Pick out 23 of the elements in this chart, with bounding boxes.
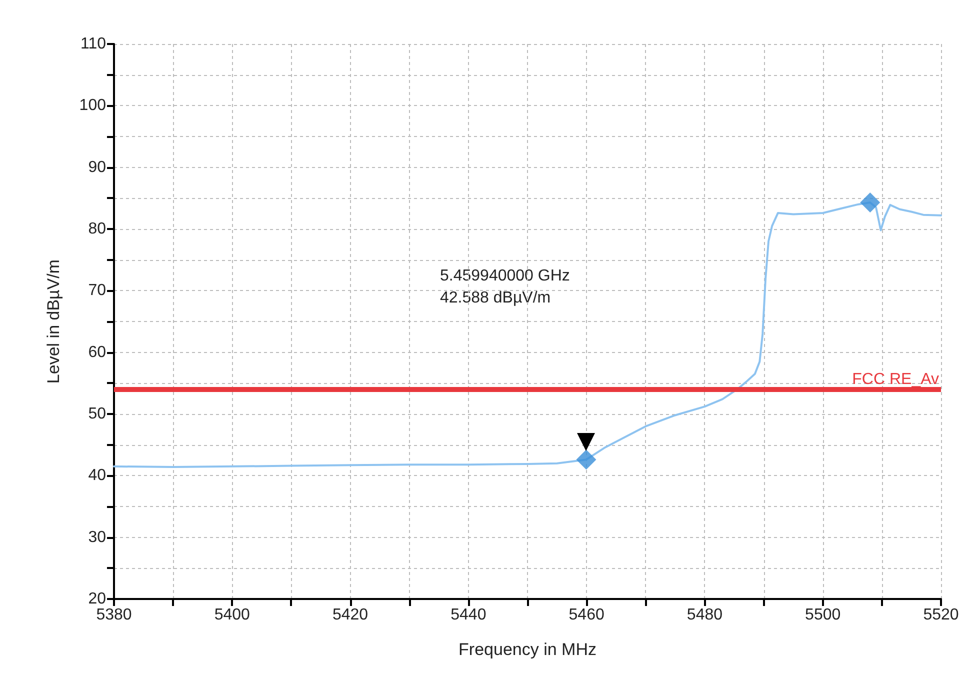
x-axis-title: Frequency in MHz <box>458 640 596 659</box>
y-tick-label: 90 <box>88 158 106 176</box>
x-tick-label: 5480 <box>686 606 723 624</box>
y-axis-title: Level in dBµV/m <box>44 259 63 384</box>
y-tick-label: 70 <box>88 282 106 300</box>
ref-line-label: FCC RE_Av <box>852 370 939 388</box>
y-tick-label: 50 <box>88 406 106 422</box>
y-tick-label: 110 <box>80 36 106 52</box>
x-tick-label: 5380 <box>96 606 132 624</box>
x-tick-label: 5520 <box>923 606 959 624</box>
x-tick-label: 5440 <box>450 606 486 624</box>
y-tick-label: 30 <box>88 528 106 546</box>
y-tick-label: 80 <box>88 220 106 238</box>
x-tick-label: 5500 <box>805 606 841 624</box>
annotation: 5.459940000 GHz <box>440 268 570 284</box>
annotation: 42.588 dBµV/m <box>440 290 551 306</box>
y-tick-label: 60 <box>88 344 106 361</box>
x-tick-label: 5460 <box>568 606 604 624</box>
y-tick-label: 100 <box>79 97 106 114</box>
y-tick-label: 40 <box>88 467 106 484</box>
x-tick-label: 5420 <box>332 606 368 624</box>
y-tick-label: 20 <box>88 590 106 608</box>
x-tick-label: 5400 <box>214 606 250 624</box>
